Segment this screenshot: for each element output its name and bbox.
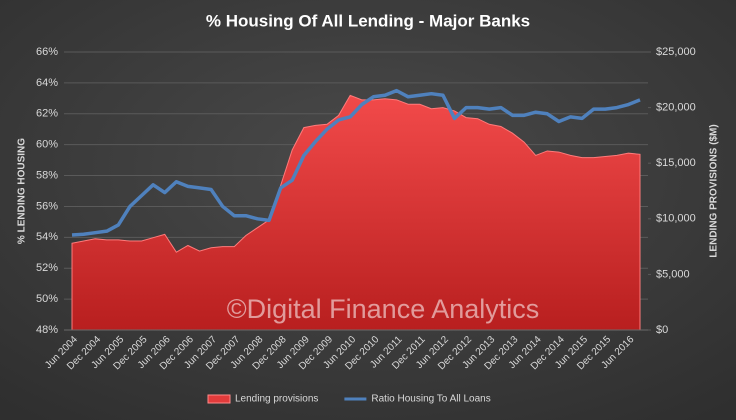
y-axis-title: % LENDING HOUSING xyxy=(17,138,28,244)
y2-tick-label: $0 xyxy=(656,324,668,336)
y-tick-label: 56% xyxy=(36,200,58,212)
y2-axis-title: LENDING PROVISIONS ($M) xyxy=(709,124,720,257)
legend-swatch xyxy=(207,394,231,404)
chart-title: % Housing Of All Lending - Major Banks xyxy=(206,11,530,30)
y2-tick-label: $20,000 xyxy=(656,102,696,114)
y-tick-label: 54% xyxy=(36,231,58,243)
watermark: ©Digital Finance Analytics xyxy=(227,294,540,324)
y-tick-label: 64% xyxy=(36,77,58,89)
legend-label: Ratio Housing To All Loans xyxy=(371,394,490,405)
y-tick-label: 48% xyxy=(36,324,58,336)
line xyxy=(71,88,641,237)
y-tick-label: 66% xyxy=(36,46,58,58)
y2-tick-label: $5,000 xyxy=(656,268,690,280)
y2-tick-label: $25,000 xyxy=(656,46,696,58)
y-tick-label: 52% xyxy=(36,262,58,274)
legend-label: Lending provisions xyxy=(235,394,318,405)
y-tick-label: 58% xyxy=(36,169,58,181)
y-tick-label: 50% xyxy=(36,293,58,305)
y2-tick-label: $15,000 xyxy=(656,157,696,169)
y2-tick-label: $10,000 xyxy=(656,213,696,225)
y-tick-label: 62% xyxy=(36,108,58,120)
y-tick-label: 60% xyxy=(36,139,58,151)
area xyxy=(71,94,641,331)
